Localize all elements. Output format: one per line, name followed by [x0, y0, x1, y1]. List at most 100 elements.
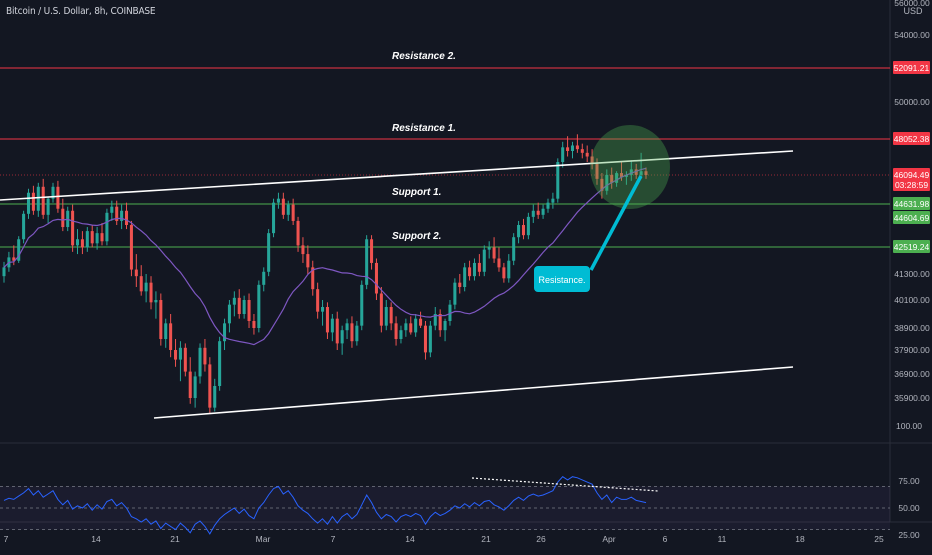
candle-body: [80, 239, 84, 248]
x-tick-label: 11: [718, 534, 727, 544]
candle-body: [428, 325, 432, 353]
candle-body: [438, 314, 442, 331]
candle-body: [149, 282, 153, 303]
candle-body: [458, 282, 462, 287]
candle-body: [159, 300, 163, 339]
candle-body: [110, 206, 114, 213]
candle-body: [301, 245, 305, 255]
y-tick-label: 35900.00: [894, 393, 930, 403]
candle-body: [419, 318, 423, 326]
candle-body: [164, 323, 168, 339]
candle-body: [85, 231, 89, 248]
candle-body: [193, 376, 197, 398]
candle-body: [12, 257, 16, 261]
candle-body: [321, 307, 325, 312]
candle-body: [639, 171, 643, 175]
candle-body: [291, 204, 295, 221]
candle-body: [355, 325, 359, 342]
candle-body: [124, 210, 129, 226]
currency-badge[interactable]: USD: [903, 6, 923, 16]
price-box-support[interactable]: [893, 211, 930, 224]
candle-body: [75, 239, 80, 246]
candle-body: [267, 233, 271, 272]
callout-box[interactable]: [534, 266, 590, 292]
candle-body: [316, 289, 320, 312]
candle-body: [247, 300, 251, 321]
price-box-current[interactable]: [893, 168, 930, 191]
y-tick-label: 38900.00: [894, 323, 930, 333]
x-tick-label: 7: [331, 534, 336, 544]
candle-body: [237, 297, 241, 314]
candle-body: [257, 284, 261, 328]
candle-body: [22, 213, 26, 240]
y-tick-label: 50000.00: [894, 97, 930, 107]
candle-body: [272, 202, 276, 234]
candle-body: [502, 267, 506, 279]
candle-body: [531, 210, 535, 217]
candle-body: [350, 323, 354, 342]
candle-body: [365, 239, 369, 285]
candle-body: [423, 325, 427, 353]
candle-body: [497, 258, 501, 268]
candle-body: [487, 247, 491, 250]
moving-average-line[interactable]: [3, 167, 647, 346]
candle-body: [394, 323, 398, 339]
rsi-tick-label: 75.00: [898, 476, 920, 486]
candle-body: [615, 173, 619, 183]
price-box-resistance[interactable]: [893, 132, 930, 145]
candle-body: [95, 233, 99, 244]
candle-body: [41, 186, 45, 215]
rsi-line[interactable]: [3, 476, 647, 535]
candle-body: [26, 192, 31, 214]
price-box-resistance[interactable]: [893, 61, 930, 74]
highlight-circle: [590, 125, 670, 209]
candle-body: [595, 163, 599, 179]
price-box-support[interactable]: [893, 240, 930, 253]
candle-body: [374, 262, 378, 294]
candle-body: [517, 225, 521, 238]
rsi-divergence-line[interactable]: [471, 477, 659, 492]
candle-body: [129, 225, 133, 270]
x-tick-label: 26: [536, 534, 546, 544]
candle-body: [325, 307, 329, 333]
lower-trendline[interactable]: [153, 366, 794, 419]
price-box-support[interactable]: [893, 197, 930, 210]
candle-body: [286, 204, 290, 215]
candle-body: [600, 178, 604, 191]
candle-body: [634, 169, 638, 175]
candle-body: [605, 174, 609, 191]
candle-body: [154, 300, 158, 303]
y-tick-label: 36900.00: [894, 369, 930, 379]
candle-body: [644, 171, 648, 175]
candle-body: [169, 323, 173, 350]
candle-body: [105, 212, 109, 242]
candle-body: [556, 162, 560, 199]
x-tick-label: 14: [405, 534, 415, 544]
candle-body: [575, 145, 579, 150]
candle-body: [71, 210, 75, 246]
candle-body: [115, 206, 119, 221]
countdown-label: 03:28:59: [895, 180, 928, 190]
candle-body: [561, 147, 565, 163]
candle-body: [546, 202, 550, 209]
rsi-tick-label: 25.00: [898, 530, 920, 540]
candle-body: [56, 186, 60, 209]
upper-trendline[interactable]: [0, 150, 794, 201]
candle-body: [433, 314, 437, 326]
candle-body: [585, 152, 589, 157]
level-label-2: Resistance 1.: [392, 123, 456, 134]
candle-body: [443, 321, 447, 331]
rsi-tick-label: 100.00: [896, 421, 922, 431]
candle-body: [242, 300, 246, 314]
candle-body: [629, 169, 633, 175]
candle-body: [276, 198, 280, 203]
candle-body: [619, 173, 624, 177]
candle-body: [144, 282, 148, 292]
candle-body: [507, 260, 511, 279]
x-tick-label: 21: [170, 534, 180, 544]
candle-body: [541, 208, 545, 215]
candle-body: [345, 323, 349, 331]
candle-body: [296, 220, 300, 246]
